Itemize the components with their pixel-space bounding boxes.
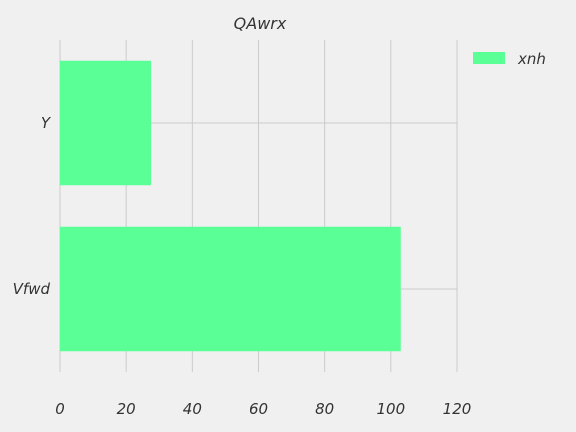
x-tick-label: 0 [55,400,65,418]
bars [60,60,401,352]
x-tick-labels: 0 20 40 60 80 100 120 [55,400,471,418]
legend-swatch-xnh [473,52,505,64]
x-tick-label: 40 [183,400,202,418]
legend-label-xnh: xnh [517,50,546,68]
x-tick-label: 100 [377,400,406,418]
y-tick-label: Vfwd [13,280,51,298]
y-tick-labels: Vfwd Y [13,114,52,298]
x-tick-label: 20 [117,400,136,418]
x-tick-label: 60 [249,400,268,418]
legend: xnh [473,50,546,68]
x-tick-label: 120 [443,400,472,418]
bar-vfwd [60,226,401,352]
bar-y [60,60,151,186]
y-tick-label: Y [41,114,52,132]
x-tick-label: 80 [315,400,334,418]
chart-title: QAwrx [234,14,287,33]
